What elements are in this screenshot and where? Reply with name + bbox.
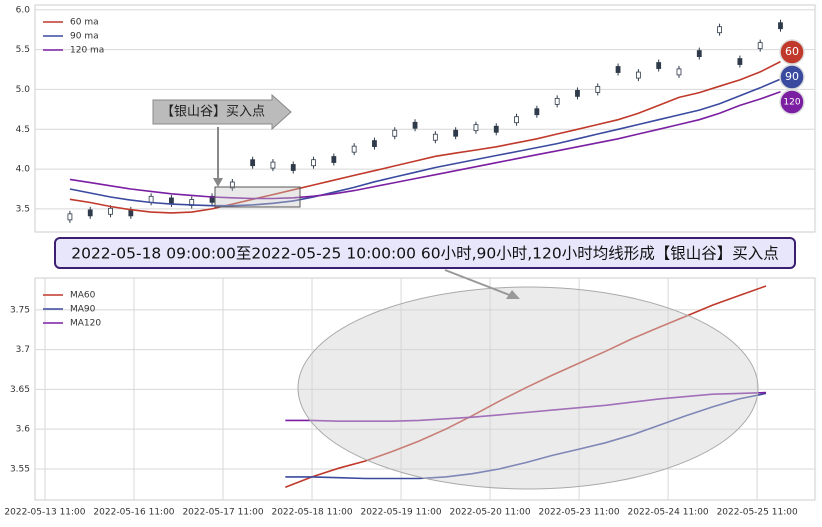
candle-body bbox=[229, 181, 235, 189]
annotation: 【银山谷】买入点 bbox=[161, 105, 265, 120]
pointer-arrow bbox=[444, 269, 513, 297]
y-tick-label: 3.5 bbox=[16, 204, 30, 214]
badge-label: 60 bbox=[785, 45, 799, 58]
y-tick-label: 3.65 bbox=[10, 385, 30, 395]
candle-body bbox=[331, 156, 337, 163]
candle-body bbox=[534, 108, 540, 116]
candle-body bbox=[656, 62, 662, 69]
signal-box bbox=[214, 186, 301, 208]
candle-body bbox=[351, 145, 357, 153]
legend-label: 60 ma bbox=[70, 18, 99, 28]
candle-body bbox=[108, 207, 113, 215]
candle-body bbox=[676, 68, 682, 76]
candle-body bbox=[635, 71, 641, 79]
ma-line bbox=[69, 91, 781, 200]
candle-body bbox=[270, 161, 276, 169]
candle-body bbox=[493, 125, 499, 133]
annotation-box bbox=[152, 93, 292, 131]
candle-body bbox=[453, 129, 459, 137]
y-tick-label: 3.7 bbox=[16, 345, 30, 355]
candle-body bbox=[717, 26, 722, 34]
ma-line bbox=[69, 60, 781, 214]
candle-body bbox=[737, 58, 743, 65]
ma-line bbox=[285, 285, 767, 489]
banner: 2022-05-18 09:00:00至2022-05-25 10:00:00 … bbox=[71, 245, 779, 263]
y-tick-label: 5.0 bbox=[16, 85, 31, 95]
badge-label: 120 bbox=[783, 98, 800, 108]
badge bbox=[779, 39, 805, 65]
candle-body bbox=[169, 197, 174, 205]
signal-arrow-head bbox=[213, 178, 223, 187]
ma-line bbox=[69, 78, 781, 207]
candle-body bbox=[148, 195, 154, 203]
badge-label: 90 bbox=[785, 70, 799, 83]
highlight-ellipse bbox=[297, 286, 759, 490]
candle-body bbox=[696, 50, 702, 57]
candle-body bbox=[290, 164, 296, 171]
pointer-arrow-head bbox=[506, 290, 520, 299]
x-tick-label: 2022-05-13 11:00 bbox=[4, 508, 85, 518]
badge bbox=[779, 64, 805, 90]
y-tick-label: 6.0 bbox=[16, 5, 31, 15]
x-tick-label: 2022-05-19 11:00 bbox=[360, 508, 441, 518]
candle-body bbox=[128, 209, 134, 217]
candle-body bbox=[615, 66, 621, 73]
candle-body bbox=[778, 22, 783, 30]
candle-body bbox=[757, 42, 763, 50]
x-tick-label: 2022-05-18 11:00 bbox=[271, 508, 352, 518]
legend-label: MA120 bbox=[70, 319, 101, 329]
badge bbox=[779, 89, 805, 115]
y-tick-label: 4.5 bbox=[16, 125, 30, 135]
legend-label: MA60 bbox=[70, 291, 96, 301]
x-tick-label: 2022-05-25 11:00 bbox=[717, 508, 798, 518]
candle-body bbox=[595, 86, 601, 93]
candle-body bbox=[67, 213, 73, 221]
y-tick-label: 3.55 bbox=[10, 464, 30, 474]
legend-label: MA90 bbox=[70, 305, 96, 315]
candle-body bbox=[250, 159, 256, 167]
candle-body bbox=[392, 129, 398, 137]
ma-line bbox=[285, 391, 767, 422]
legend-label: 90 ma bbox=[70, 32, 99, 42]
y-tick-label: 4.0 bbox=[16, 165, 31, 175]
banner-box bbox=[54, 237, 796, 269]
y-tick-label: 3.75 bbox=[10, 305, 30, 315]
candle-body bbox=[554, 97, 560, 105]
x-tick-label: 2022-05-16 11:00 bbox=[93, 508, 174, 518]
candle-body bbox=[575, 90, 580, 97]
x-tick-label: 2022-05-23 11:00 bbox=[539, 508, 620, 518]
x-tick-label: 2022-05-24 11:00 bbox=[628, 508, 709, 518]
ma-line bbox=[285, 392, 767, 480]
candle-body bbox=[514, 116, 519, 124]
x-tick-label: 2022-05-20 11:00 bbox=[450, 508, 531, 518]
candle-body bbox=[311, 159, 316, 167]
candle-body bbox=[372, 140, 377, 147]
y-tick-label: 5.5 bbox=[16, 45, 30, 55]
legend-label: 120 ma bbox=[70, 46, 104, 56]
candle-body bbox=[412, 121, 418, 129]
candle-body bbox=[87, 209, 93, 217]
y-tick-label: 3.6 bbox=[16, 425, 31, 435]
candle-body bbox=[473, 124, 479, 132]
candle-body bbox=[432, 133, 438, 141]
x-tick-label: 2022-05-17 11:00 bbox=[182, 508, 263, 518]
